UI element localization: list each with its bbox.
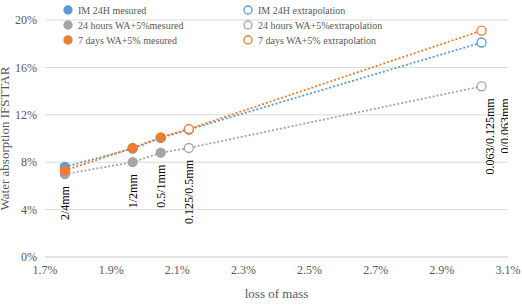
svg-text:20%: 20% [15, 13, 37, 27]
svg-text:0/0.063mm: 0/0.063mm [498, 98, 508, 154]
svg-text:1.9%: 1.9% [99, 263, 124, 277]
svg-text:2.7%: 2.7% [363, 263, 388, 277]
svg-text:0.5/1mm: 0.5/1mm [154, 164, 168, 208]
html-text:7 days WA+5% mesured: 7 days WA+5% mesured [78, 34, 178, 46]
svg-text:16%: 16% [15, 61, 37, 75]
html-text:24 hours WA+5%extrapolation: 24 hours WA+5%extrapolation [258, 19, 383, 31]
svg-text:3.1%: 3.1% [496, 263, 515, 277]
html-text:IM 24H extrapolation: IM 24H extrapolation [258, 4, 346, 16]
svg-text:1/2mm: 1/2mm [126, 174, 140, 209]
svg-text:2.5%: 2.5% [297, 263, 322, 277]
svg-text:8%: 8% [21, 155, 37, 169]
svg-text:1.7%: 1.7% [33, 263, 58, 277]
svg-text:2.1%: 2.1% [165, 263, 190, 277]
svg-text:2.3%: 2.3% [231, 263, 256, 277]
html-text:IM 24H mesured: IM 24H mesured [78, 4, 147, 16]
html-text:24 hours WA+5%mesured: 24 hours WA+5%mesured [78, 19, 184, 31]
html-text:7 days WA+5% extrapolation: 7 days WA+5% extrapolation [258, 34, 376, 46]
svg-text:4%: 4% [21, 203, 37, 217]
svg-text:2.9%: 2.9% [429, 263, 454, 277]
svg-text:0%: 0% [21, 250, 37, 264]
svg-text:0.063/0.125mm: 0.063/0.125mm [483, 98, 497, 175]
svg-text:Water absorption IFSTTAR: Water absorption IFSTTAR [8, 66, 12, 210]
svg-text:0.125/0.5mm: 0.125/0.5mm [182, 159, 196, 224]
svg-text:loss of mass: loss of mass [245, 286, 309, 301]
svg-text:12%: 12% [15, 108, 37, 122]
svg-text:2/4mm: 2/4mm [58, 185, 72, 220]
